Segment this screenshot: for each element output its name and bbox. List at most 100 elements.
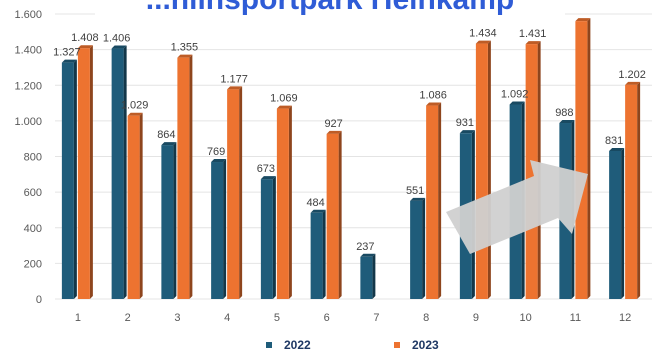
x-tick-label: 12 <box>619 312 631 324</box>
bar-2023 <box>276 108 289 299</box>
bar-side-2022 <box>73 59 77 299</box>
bar-2023 <box>177 57 190 299</box>
bar-top-2022 <box>211 159 227 163</box>
bar-2022 <box>260 179 273 299</box>
bar-top-2022 <box>61 59 77 63</box>
bar-top-2022 <box>310 209 326 213</box>
bar-2023 <box>326 133 339 299</box>
bar-side-2022 <box>322 209 326 299</box>
bar-2022 <box>410 200 423 299</box>
bar-top-2023 <box>525 41 541 45</box>
bar-2022 <box>111 48 124 300</box>
bar-top-2022 <box>509 101 525 105</box>
x-tick-label: 8 <box>423 312 429 324</box>
data-label-2023: 1.408 <box>71 32 99 44</box>
x-tick-label: 4 <box>224 312 230 324</box>
bar-2023 <box>426 105 439 300</box>
bar-2022 <box>211 162 224 299</box>
bar-top-2023 <box>77 45 93 49</box>
y-tick-label: 0 <box>36 294 42 306</box>
chart-title-box: ...hlinsportpark Heinkamp <box>95 0 565 22</box>
data-label-2022: 1.092 <box>501 88 529 100</box>
x-tick-label: 10 <box>520 312 532 324</box>
bar-top-2022 <box>559 120 575 124</box>
bar-side-2023 <box>239 86 243 299</box>
y-tick-label: 600 <box>24 187 42 199</box>
legend-swatch-2023 <box>394 342 400 348</box>
data-labels: 1.327 1.408 1.406 1.029 864 1.355 769 1.177 673 1… <box>53 28 646 253</box>
y-tick-label: 1.600 <box>14 9 42 21</box>
bar-top-2022 <box>459 130 475 134</box>
x-tick-label: 11 <box>570 312 581 324</box>
bar-side-2023 <box>288 105 292 299</box>
bar-top-2023 <box>227 86 243 90</box>
data-label-2022: 551 <box>406 185 424 197</box>
bar-side-2022 <box>621 147 625 299</box>
bar-top-2023 <box>326 130 342 134</box>
bar-2023 <box>575 21 588 299</box>
bar-2022 <box>61 62 74 299</box>
bar-top-2022 <box>161 142 177 146</box>
bar-top-2023 <box>475 40 491 44</box>
legend-item-2022: 2022 <box>266 338 311 352</box>
y-tick-label: 800 <box>24 152 42 164</box>
bar-top-2022 <box>609 147 625 151</box>
data-label-2023: 1.086 <box>419 90 447 102</box>
y-tick-label: 1.400 <box>14 45 42 57</box>
trend-arrow-icon <box>446 160 588 254</box>
bar-side-2022 <box>173 142 177 299</box>
bar-2023 <box>227 89 240 299</box>
data-label-2023: 1.431 <box>519 28 547 40</box>
bar-2022 <box>609 150 622 299</box>
bar-top-2023 <box>127 112 143 116</box>
bar-2022 <box>161 145 174 299</box>
bar-side-2022 <box>223 159 227 299</box>
data-label-2022: 988 <box>555 107 573 119</box>
bar-top-2022 <box>410 197 426 201</box>
data-label-2023: 1.434 <box>469 28 497 40</box>
bar-side-2023 <box>587 18 591 299</box>
bar-side-2022 <box>123 45 127 300</box>
bar-2022 <box>310 212 323 299</box>
bar-top-2022 <box>260 176 276 180</box>
x-tick-label: 3 <box>174 312 180 324</box>
data-label-2023: 1.355 <box>171 42 199 54</box>
data-label-2022: 673 <box>257 163 275 175</box>
y-tick-label: 200 <box>24 258 42 270</box>
chart-title: ...hlinsportpark Heinkamp <box>146 0 514 16</box>
bar-top-2022 <box>360 253 376 257</box>
data-label-2022: 237 <box>356 241 374 253</box>
bar-2022 <box>360 256 373 299</box>
bar-2023 <box>475 43 488 299</box>
bars <box>61 18 641 300</box>
y-tick-label: 1.000 <box>14 116 42 128</box>
data-label-2022: 1.406 <box>103 33 131 45</box>
bar-top-2023 <box>177 54 193 58</box>
bar-side-2023 <box>637 81 641 299</box>
bar-side-2023 <box>487 40 491 299</box>
y-tick-label: 400 <box>24 223 42 235</box>
bar-2023 <box>77 48 90 300</box>
x-tick-label: 5 <box>274 312 280 324</box>
data-label-2022: 484 <box>306 197 324 209</box>
x-tick-label: 1 <box>75 312 81 324</box>
bar-side-2023 <box>338 130 342 299</box>
bar-side-2022 <box>422 197 426 299</box>
data-label-2022: 931 <box>456 117 474 129</box>
legend: 2022 2023 <box>0 338 660 358</box>
bar-2023 <box>127 115 140 299</box>
legend-item-2023: 2023 <box>394 338 439 352</box>
bar-side-2023 <box>139 112 143 299</box>
bar-2023 <box>625 84 638 299</box>
data-label-2023: 1.202 <box>618 69 646 81</box>
data-label-2022: 831 <box>605 135 623 147</box>
x-tick-label: 6 <box>324 312 330 324</box>
legend-label-2022: 2022 <box>284 338 311 352</box>
y-tick-label: 1.200 <box>14 80 42 92</box>
bar-top-2023 <box>276 105 292 109</box>
data-label-2023: 927 <box>324 118 342 130</box>
data-label-2023: 1.029 <box>121 100 149 112</box>
data-label-2023: 1.177 <box>220 73 248 85</box>
legend-label-2023: 2023 <box>412 338 439 352</box>
